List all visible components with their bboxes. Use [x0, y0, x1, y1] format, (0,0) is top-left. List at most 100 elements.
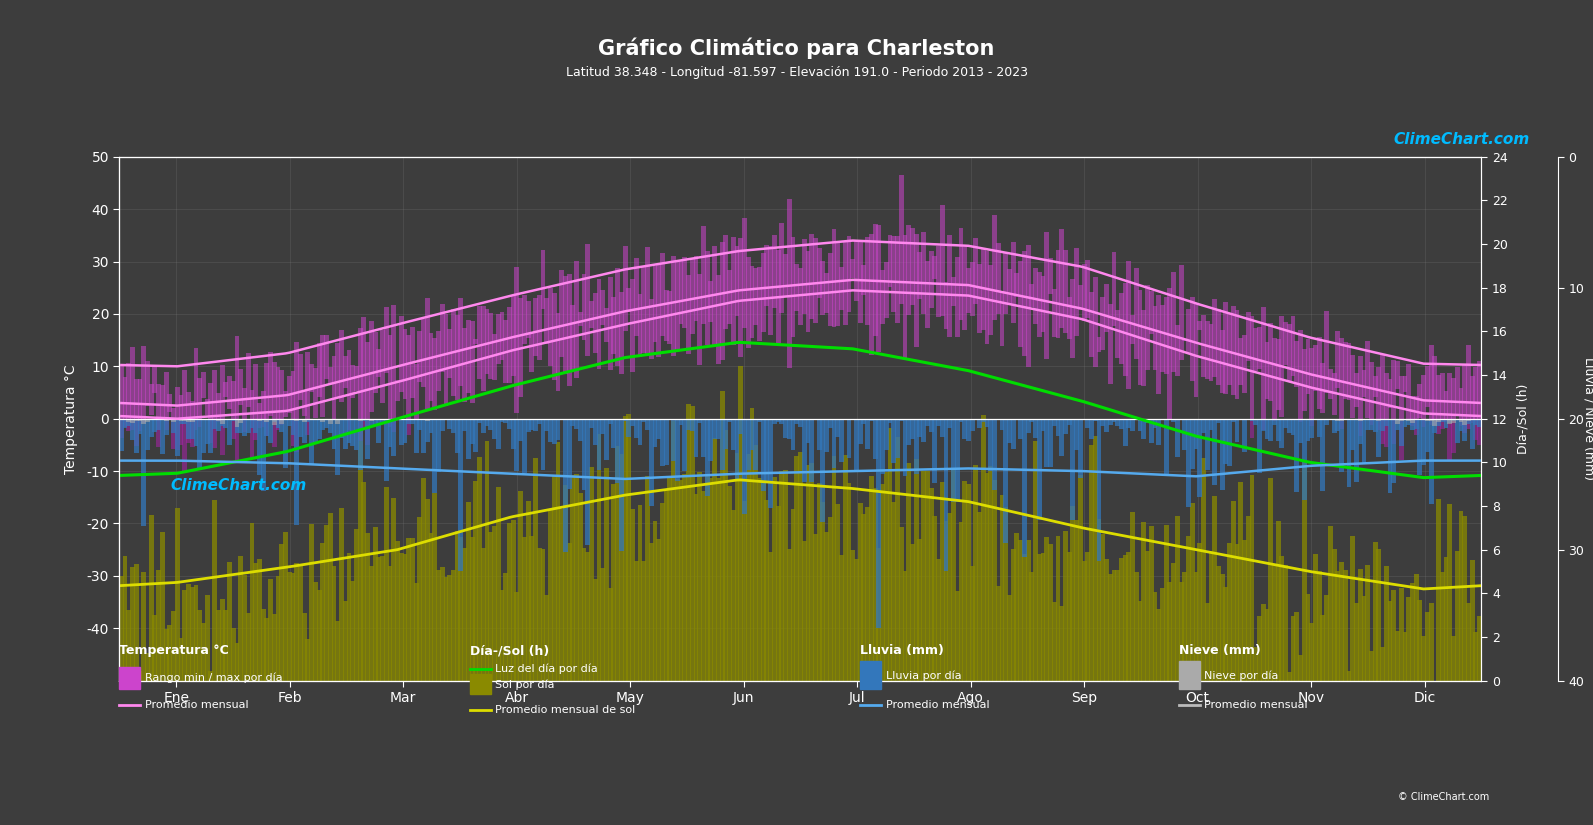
Bar: [645, 247, 650, 355]
Bar: [484, 441, 489, 681]
Bar: [556, 313, 561, 391]
Bar: [1384, 419, 1389, 447]
Bar: [1448, 419, 1453, 424]
Bar: [198, 610, 202, 681]
Bar: [392, 419, 397, 432]
Bar: [142, 346, 147, 419]
Bar: [145, 653, 150, 681]
Bar: [481, 306, 486, 391]
Bar: [682, 474, 687, 681]
Bar: [601, 568, 605, 681]
Bar: [1209, 550, 1214, 681]
Bar: [489, 419, 494, 431]
Bar: [1426, 419, 1431, 451]
Bar: [451, 309, 456, 396]
Bar: [937, 246, 941, 317]
Bar: [1443, 419, 1448, 422]
Bar: [1123, 555, 1128, 681]
Bar: [1007, 595, 1012, 681]
Bar: [671, 256, 675, 356]
Bar: [473, 419, 478, 452]
Bar: [1118, 419, 1123, 429]
Bar: [523, 537, 527, 681]
Bar: [801, 238, 806, 314]
Bar: [895, 419, 900, 459]
Bar: [1317, 337, 1322, 409]
Bar: [851, 259, 855, 279]
Bar: [862, 515, 867, 681]
Bar: [492, 333, 497, 380]
Bar: [787, 199, 792, 368]
Bar: [589, 467, 594, 681]
Bar: [1067, 419, 1072, 425]
Bar: [1413, 396, 1419, 419]
Bar: [1477, 419, 1481, 445]
Bar: [1179, 265, 1184, 360]
Bar: [1395, 631, 1400, 681]
Bar: [645, 475, 650, 681]
Bar: [1182, 419, 1187, 450]
Bar: [217, 393, 221, 419]
Bar: [153, 365, 158, 394]
Bar: [693, 494, 698, 681]
Bar: [526, 300, 530, 338]
Bar: [851, 419, 855, 420]
Bar: [1346, 419, 1351, 488]
Bar: [693, 419, 698, 457]
Bar: [731, 510, 736, 681]
Bar: [175, 419, 180, 450]
Bar: [1329, 419, 1333, 420]
Bar: [1153, 592, 1158, 681]
Bar: [626, 414, 631, 681]
Bar: [301, 419, 306, 443]
Bar: [1034, 441, 1039, 681]
Bar: [1413, 419, 1419, 435]
Text: Nieve (mm): Nieve (mm): [1179, 644, 1260, 658]
Bar: [1176, 516, 1180, 681]
Bar: [977, 264, 981, 333]
Bar: [256, 559, 261, 681]
Bar: [276, 419, 280, 430]
Bar: [478, 306, 483, 379]
Bar: [301, 391, 306, 417]
Bar: [1321, 363, 1325, 412]
Bar: [868, 476, 875, 681]
Bar: [1260, 419, 1265, 431]
Bar: [198, 419, 202, 427]
Text: Promedio mensual: Promedio mensual: [1204, 700, 1308, 710]
Bar: [1298, 419, 1303, 443]
Bar: [1070, 279, 1075, 358]
Bar: [1351, 536, 1356, 681]
Bar: [914, 459, 919, 681]
Bar: [170, 419, 175, 449]
Bar: [1470, 419, 1475, 449]
Bar: [484, 419, 489, 427]
Bar: [358, 419, 363, 441]
Bar: [1402, 632, 1408, 681]
Bar: [1413, 419, 1419, 429]
Bar: [212, 370, 217, 419]
Bar: [809, 419, 814, 482]
Bar: [768, 246, 773, 335]
Bar: [545, 595, 550, 681]
Bar: [832, 229, 836, 328]
Bar: [1015, 533, 1020, 681]
Bar: [1018, 419, 1023, 439]
Bar: [148, 516, 153, 681]
Bar: [1440, 373, 1445, 419]
Bar: [526, 419, 530, 432]
Bar: [358, 419, 363, 422]
Bar: [193, 585, 199, 681]
Bar: [1459, 419, 1464, 431]
Bar: [642, 267, 647, 353]
Bar: [551, 419, 556, 444]
Bar: [432, 337, 436, 410]
Bar: [609, 419, 613, 424]
Y-axis label: Día-/Sol (h): Día-/Sol (h): [1517, 384, 1529, 454]
Bar: [943, 419, 948, 571]
Bar: [609, 587, 613, 681]
Bar: [1085, 552, 1090, 681]
Bar: [1309, 348, 1314, 419]
Bar: [272, 419, 277, 447]
Bar: [992, 480, 997, 681]
